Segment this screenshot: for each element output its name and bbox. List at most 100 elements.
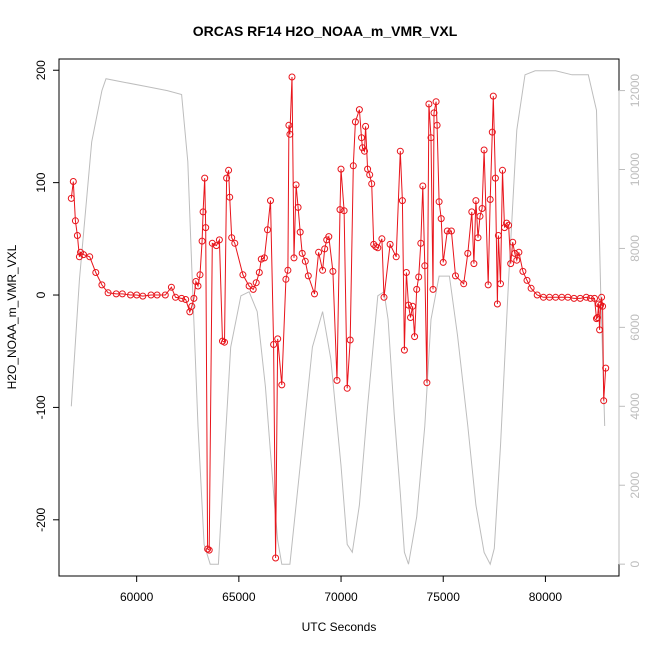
y2-tick-label: 0 <box>628 561 642 568</box>
data-point <box>474 234 482 242</box>
data-point <box>417 239 425 247</box>
x-tick-label: 65000 <box>222 590 256 604</box>
data-point <box>301 257 309 265</box>
data-point <box>153 291 161 299</box>
data-point <box>278 381 286 389</box>
x-axis-label: UTC Seconds <box>302 620 377 634</box>
x-tick-label: 80000 <box>529 590 563 604</box>
data-point <box>204 545 212 553</box>
data-point <box>430 109 438 117</box>
data-point <box>355 106 363 114</box>
data-point <box>288 73 296 81</box>
data-point <box>439 258 447 266</box>
data-point <box>315 248 323 256</box>
data-point <box>599 302 607 310</box>
data-point <box>398 197 406 205</box>
data-point <box>182 296 190 303</box>
data-point <box>484 281 492 289</box>
data-point <box>600 397 608 405</box>
data-point <box>494 232 502 239</box>
data-point <box>333 376 341 384</box>
data-point <box>419 182 427 190</box>
data-point <box>507 260 515 268</box>
chart-title: ORCAS RF14 H2O_NOAA_m_VMR_VXL <box>193 23 458 39</box>
data-point <box>201 174 209 182</box>
data-point <box>593 315 600 323</box>
data-point <box>378 235 386 243</box>
data-point <box>527 284 535 292</box>
data-point <box>488 128 496 136</box>
data-point <box>69 178 77 185</box>
data-point <box>231 239 239 247</box>
data-point <box>435 198 443 206</box>
data-point <box>167 283 175 291</box>
data-point <box>255 269 263 276</box>
data-point <box>296 228 304 236</box>
data-point <box>340 207 348 215</box>
data-point <box>272 554 280 562</box>
data-point <box>596 326 604 334</box>
data-point <box>199 208 207 216</box>
data-point <box>92 269 100 276</box>
data-point <box>380 293 388 301</box>
data-point <box>178 294 186 302</box>
data-point <box>202 224 210 232</box>
y-tick-label: 100 <box>34 172 48 192</box>
x-tick-label: 75000 <box>427 590 461 604</box>
x-axis: 60000 65000 70000 75000 80000 <box>120 575 563 604</box>
data-point <box>497 280 504 288</box>
data-point <box>501 224 508 232</box>
data-point <box>221 338 228 346</box>
data-point <box>358 134 365 142</box>
data-point <box>515 248 523 256</box>
data-point <box>337 165 345 173</box>
data-point <box>421 262 429 270</box>
y-tick-label: 200 <box>34 60 48 80</box>
x-tick-label: 60000 <box>120 590 154 604</box>
data-point <box>594 314 601 321</box>
y-tick-label: -100 <box>34 395 48 419</box>
y2-tick-label: 10000 <box>628 152 642 186</box>
y2-tick-label: 2000 <box>628 472 642 499</box>
data-point <box>80 251 87 259</box>
data-point <box>361 147 368 155</box>
data-point <box>104 289 112 297</box>
data-point <box>223 174 231 182</box>
data-point <box>161 291 169 299</box>
y2-tick-label: 4000 <box>628 393 642 420</box>
y-tick-label: -200 <box>34 507 48 531</box>
data-point <box>447 227 455 235</box>
y2-tick-label: 6000 <box>628 314 642 341</box>
data-point <box>282 275 290 283</box>
data-point <box>402 269 410 276</box>
data-point <box>208 239 216 247</box>
y-axis-right: 0 2000 4000 6000 8000 10000 12000 <box>618 74 642 568</box>
data-point <box>292 181 300 189</box>
data-point <box>274 335 282 343</box>
data-point <box>503 219 511 227</box>
secondary-series-layer <box>70 70 606 566</box>
data-point <box>427 134 435 142</box>
data-point <box>98 281 106 289</box>
data-point <box>239 271 247 279</box>
data-point <box>285 121 293 129</box>
data-point <box>429 285 437 293</box>
data-point <box>425 100 433 108</box>
data-point <box>468 208 476 216</box>
data-point <box>533 291 541 299</box>
data-point <box>478 205 486 212</box>
primary-series-layer <box>67 73 610 562</box>
data-point <box>264 226 271 234</box>
data-point <box>194 282 202 290</box>
data-point <box>437 215 445 223</box>
data-point <box>86 253 94 261</box>
data-point <box>351 118 359 126</box>
data-point <box>226 193 234 201</box>
data-point <box>598 293 606 301</box>
data-point <box>118 290 126 298</box>
data-point <box>311 290 318 298</box>
data-point <box>472 197 480 205</box>
y-axis-label: H2O_NOAA_m_VMR_VXL <box>5 244 19 389</box>
data-point <box>225 166 233 174</box>
data-point <box>407 314 414 321</box>
